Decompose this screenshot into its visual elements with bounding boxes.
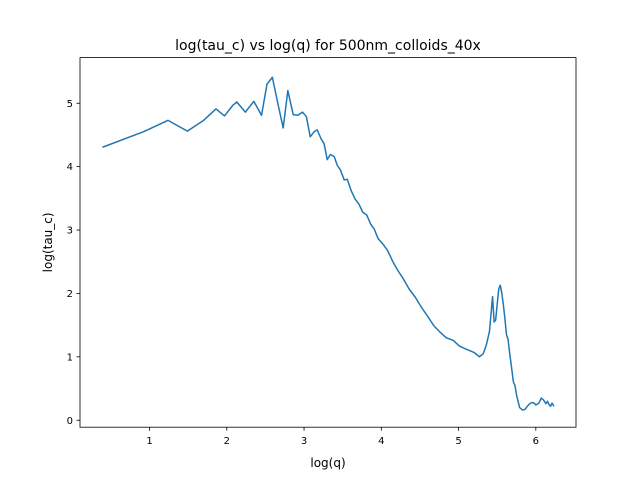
chart-title: log(tau_c) vs log(q) for 500nm_colloids_…	[175, 38, 481, 54]
y-tick-label: 0	[67, 416, 73, 427]
y-axis-label: log(tau_c)	[41, 212, 55, 272]
plot-layer	[102, 76, 555, 411]
x-tick-label: 5	[455, 436, 461, 447]
x-tick-label: 4	[378, 436, 384, 447]
axes-frame	[79, 57, 577, 428]
x-tick-label: 2	[224, 436, 230, 447]
x-tick-label: 1	[146, 436, 152, 447]
y-axis-ticks: 0 1 2 3 4 5	[67, 99, 80, 427]
series-line-0	[102, 76, 555, 411]
x-axis-ticks: 1 2 3 4 5 6	[146, 427, 539, 447]
y-tick-label: 5	[67, 99, 73, 110]
y-tick-label: 1	[67, 352, 73, 363]
y-tick-label: 4	[67, 162, 73, 173]
x-axis-label: log(q)	[310, 456, 345, 470]
y-tick-label: 3	[67, 226, 73, 237]
x-tick-label: 6	[533, 436, 539, 447]
y-tick-label: 2	[67, 289, 73, 300]
x-tick-label: 3	[301, 436, 307, 447]
